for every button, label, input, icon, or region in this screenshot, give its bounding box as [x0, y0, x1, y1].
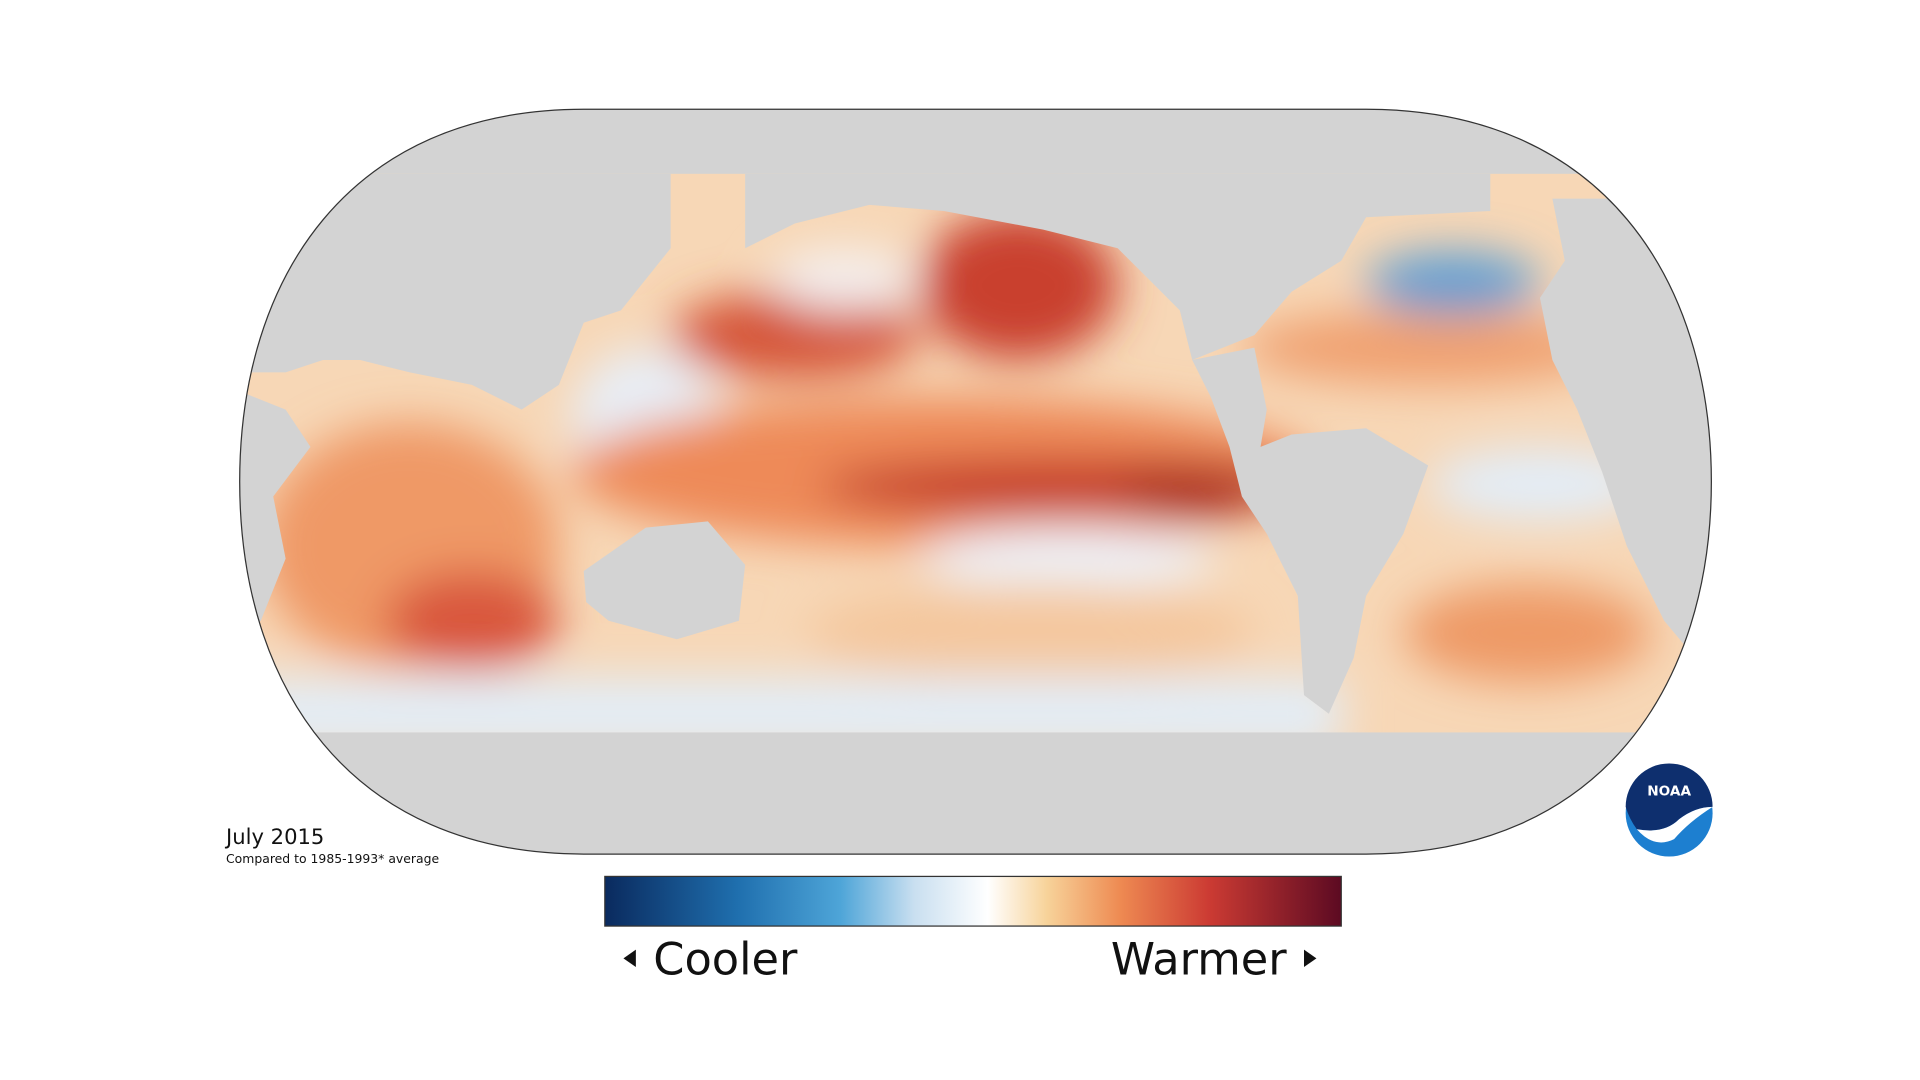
map — [239, 109, 1712, 855]
anomaly-field — [239, 211, 1652, 752]
land — [239, 109, 1712, 855]
map-baseline: Compared to 1985-1993* average — [226, 851, 439, 866]
map-date: July 2015 — [224, 824, 324, 849]
noaa-logo: NOAA — [1625, 763, 1713, 857]
logo-text: NOAA — [1647, 784, 1691, 800]
map-outline — [239, 108, 1712, 855]
color-scale — [604, 875, 1342, 927]
arrow-right — [1304, 949, 1317, 968]
legend-low: Cooler — [653, 933, 798, 985]
legend-high: Warmer — [1111, 933, 1287, 985]
arrow-left — [623, 949, 636, 968]
